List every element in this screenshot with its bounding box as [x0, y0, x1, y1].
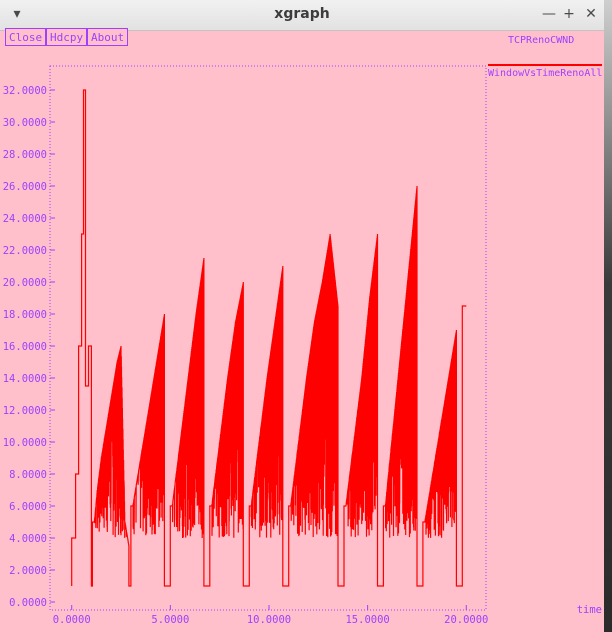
y-tick-label: 26.0000 — [3, 181, 47, 193]
window-menu-icon[interactable]: ▾ — [13, 6, 21, 22]
y-tick-label: 6.0000 — [9, 501, 47, 513]
x-tick-label: 5.0000 — [151, 614, 189, 626]
y-tick-label: 10.0000 — [3, 437, 47, 449]
close-window-icon[interactable]: ✕ — [585, 6, 597, 22]
y-tick-label: 2.0000 — [9, 565, 47, 577]
x-tick-label: 20.0000 — [444, 614, 488, 626]
y-tick-label: 28.0000 — [3, 149, 47, 161]
y-tick-label: 24.0000 — [3, 213, 47, 225]
about-button[interactable]: About — [87, 28, 129, 46]
x-tick-label: 10.0000 — [247, 614, 291, 626]
legend-label: WindowVsTimeRenoAll — [488, 68, 602, 79]
x-axis-label: time — [577, 604, 602, 616]
series-line — [71, 89, 467, 587]
y-tick-label: 12.0000 — [3, 405, 47, 417]
y-tick-label: 32.0000 — [3, 85, 47, 97]
title-bar[interactable]: ▾ xgraph — + ✕ — [0, 0, 604, 31]
y-tick-label: 18.0000 — [3, 309, 47, 321]
y-tick-label: 22.0000 — [3, 245, 47, 257]
x-tick-label: 15.0000 — [345, 614, 389, 626]
hdcpy-button[interactable]: Hdcpy — [46, 28, 88, 46]
y-tick-label: 14.0000 — [3, 373, 47, 385]
close-button[interactable]: Close — [5, 28, 47, 46]
plot-title: TCPRenoCWND — [508, 35, 575, 46]
minimize-icon[interactable]: — — [542, 6, 556, 22]
plot-frame — [49, 65, 487, 611]
y-tick-label: 30.0000 — [3, 117, 47, 129]
y-tick-label: 0.0000 — [9, 597, 47, 609]
y-tick-label: 20.0000 — [3, 277, 47, 289]
x-tick-label: 0.0000 — [53, 614, 91, 626]
window-title: xgraph — [274, 6, 330, 22]
y-tick-label: 8.0000 — [9, 469, 47, 481]
background-terminal — [604, 0, 612, 632]
y-tick-label: 16.0000 — [3, 341, 47, 353]
y-tick-label: 4.0000 — [9, 533, 47, 545]
maximize-icon[interactable]: + — [563, 6, 575, 22]
